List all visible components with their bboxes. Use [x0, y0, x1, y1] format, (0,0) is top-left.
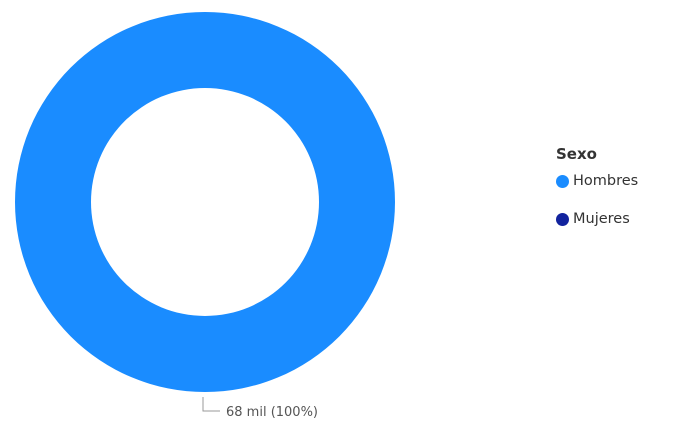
- legend-item-hombres[interactable]: Hombres: [556, 170, 691, 192]
- slice-hombres[interactable]: [15, 12, 395, 392]
- data-labels: 68 mil (100%): [202, 397, 318, 420]
- donut-slices: [15, 12, 395, 392]
- data-label-leader-line: [202, 397, 220, 412]
- legend-item-mujeres[interactable]: Mujeres: [556, 208, 691, 230]
- legend-label-mujeres: Mujeres: [573, 211, 630, 227]
- legend: Sexo Hombres Mujeres: [556, 144, 691, 246]
- legend-label-hombres: Hombres: [573, 173, 639, 189]
- data-label: 68 mil (100%): [226, 405, 318, 420]
- legend-marker-mujeres: [556, 212, 569, 226]
- legend-title: Sexo: [556, 145, 597, 163]
- legend-marker-hombres: [556, 174, 569, 188]
